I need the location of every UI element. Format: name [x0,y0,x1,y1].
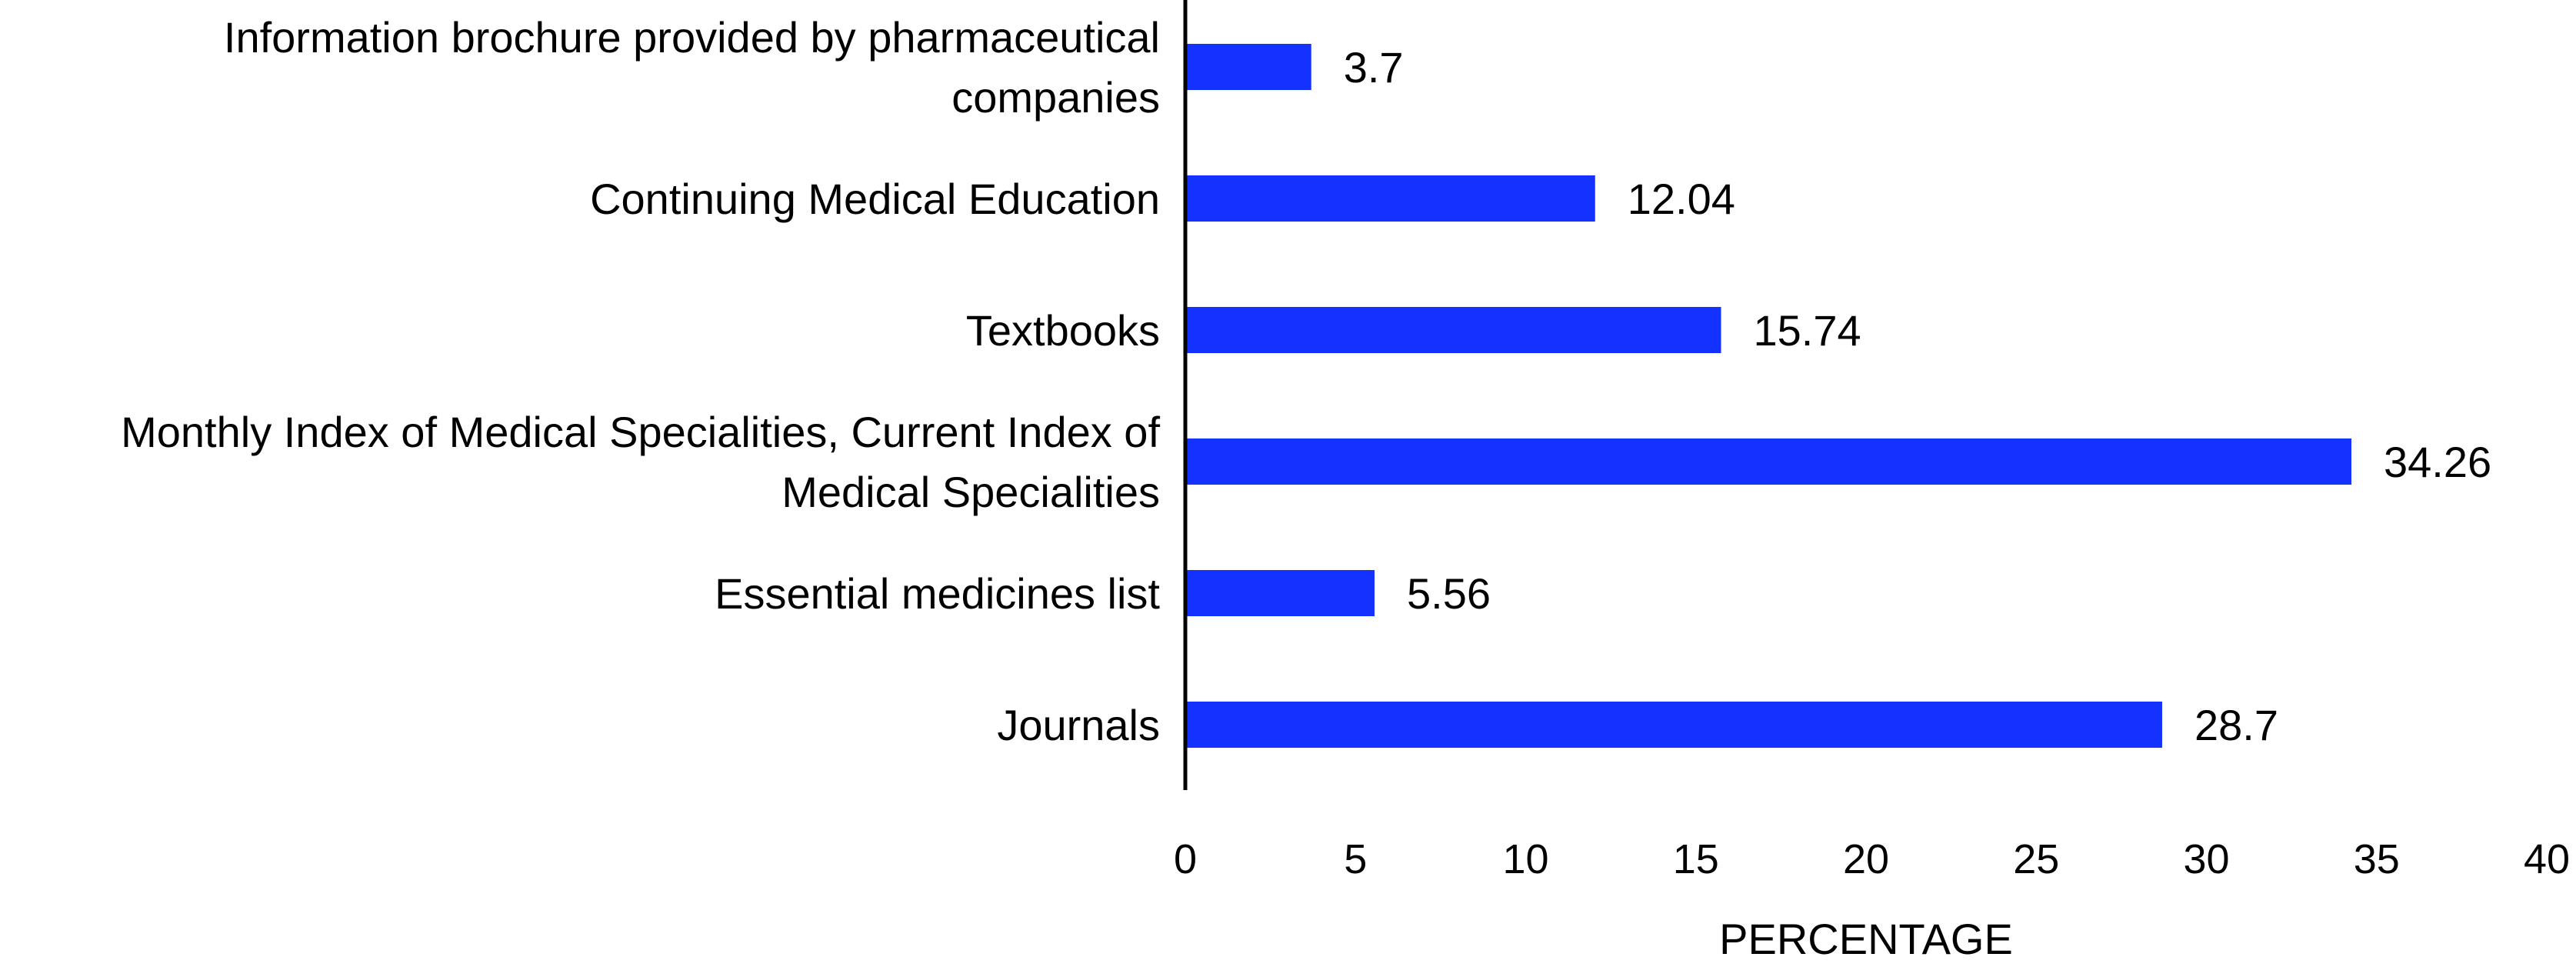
x-tick-label: 40 [2524,836,2570,882]
category-label: companies [951,73,1160,122]
category-label: Information brochure provided by pharmac… [224,13,1160,62]
x-tick-label: 15 [1673,836,1719,882]
bar-value-label: 15.74 [1753,306,1861,355]
category-label: Continuing Medical Education [590,175,1160,223]
x-tick-label: 0 [1174,836,1197,882]
bar [1185,44,1311,90]
x-tick-label: 35 [2354,836,2400,882]
bar-value-label: 28.7 [2194,701,2278,749]
x-tick-label: 25 [2013,836,2059,882]
category-label: Medical Specialities [781,468,1160,516]
category-label: Essential medicines list [715,569,1160,618]
x-tick-label: 5 [1344,836,1367,882]
bar [1185,702,2162,748]
bar-value-label: 5.56 [1407,569,1491,618]
bar [1185,175,1595,222]
bar [1185,307,1721,353]
x-tick-label: 30 [2183,836,2229,882]
category-labels-group: Information brochure provided by pharmac… [121,13,1160,749]
category-label: Textbooks [966,306,1160,355]
bars-group [1185,44,2352,748]
bar-value-label: 12.04 [1628,175,1735,223]
bar [1185,438,2352,485]
x-tick-label: 10 [1502,836,1548,882]
x-tick-label: 20 [1843,836,1889,882]
x-tick-labels-group: 0 5 10 15 20 25 30 35 40 [1174,836,2570,882]
category-label: Journals [997,701,1160,749]
value-labels-group: 3.7 12.04 15.74 34.26 5.56 28.7 [1344,43,2491,749]
bar [1185,570,1375,616]
bar-value-label: 34.26 [2384,438,2491,486]
category-label: Monthly Index of Medical Specialities, C… [121,408,1160,456]
x-axis-title: PERCENTAGE [1719,915,2013,963]
bar-value-label: 3.7 [1344,43,1404,92]
